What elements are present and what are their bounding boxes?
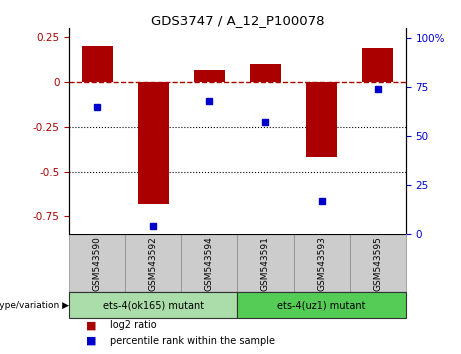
Text: GSM543592: GSM543592 <box>149 236 158 291</box>
FancyBboxPatch shape <box>237 234 294 292</box>
FancyBboxPatch shape <box>69 292 237 318</box>
Text: ets-4(uz1) mutant: ets-4(uz1) mutant <box>278 300 366 310</box>
Bar <box>306 82 337 157</box>
Text: log2 ratio: log2 ratio <box>110 320 156 330</box>
Text: GSM543591: GSM543591 <box>261 236 270 291</box>
Bar <box>362 48 393 82</box>
FancyBboxPatch shape <box>69 234 125 292</box>
FancyBboxPatch shape <box>181 234 237 292</box>
Bar <box>138 82 169 204</box>
Title: GDS3747 / A_12_P100078: GDS3747 / A_12_P100078 <box>151 14 324 27</box>
FancyBboxPatch shape <box>237 292 406 318</box>
Text: GSM543595: GSM543595 <box>373 236 382 291</box>
Text: GSM543590: GSM543590 <box>93 236 102 291</box>
FancyBboxPatch shape <box>294 234 349 292</box>
Bar <box>82 46 112 82</box>
FancyBboxPatch shape <box>125 234 181 292</box>
FancyBboxPatch shape <box>349 234 406 292</box>
Text: GSM543593: GSM543593 <box>317 236 326 291</box>
Bar <box>250 64 281 82</box>
Text: ets-4(ok165) mutant: ets-4(ok165) mutant <box>103 300 204 310</box>
Text: percentile rank within the sample: percentile rank within the sample <box>110 336 275 346</box>
Bar <box>194 69 225 82</box>
Text: ■: ■ <box>86 336 96 346</box>
Text: genotype/variation ▶: genotype/variation ▶ <box>0 301 69 310</box>
Text: ■: ■ <box>86 320 96 330</box>
Text: GSM543594: GSM543594 <box>205 236 214 291</box>
